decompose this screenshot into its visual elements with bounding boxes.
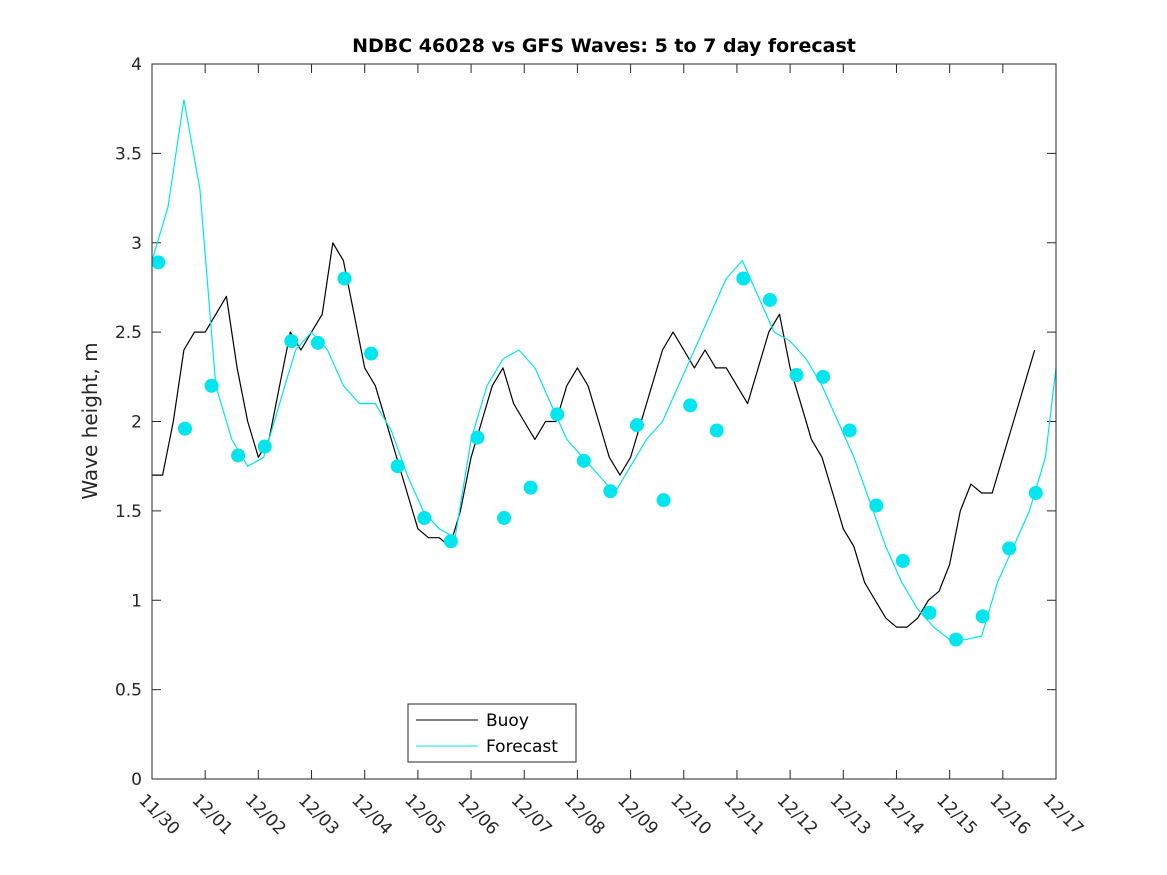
y-tick-label: 4: [131, 55, 142, 75]
chart-title: NDBC 46028 vs GFS Waves: 5 to 7 day fore…: [352, 35, 856, 57]
y-axis-label: Wave height, m: [78, 342, 102, 499]
forecast-marker: [975, 609, 990, 624]
forecast-marker: [443, 534, 458, 549]
legend-label-forecast: Forecast: [486, 737, 558, 757]
forecast-marker: [922, 605, 937, 620]
forecast-marker: [949, 632, 964, 647]
legend-label-buoy: Buoy: [486, 711, 529, 731]
y-tick-label: 2: [131, 413, 142, 433]
y-tick-label: 0.5: [115, 681, 142, 701]
y-tick-labels: 0 0.5 1 1.5 2 2.5 3 3.5 4: [115, 55, 142, 790]
y-tick-label: 3: [131, 234, 142, 254]
forecast-marker: [337, 271, 352, 286]
forecast-marker: [284, 334, 299, 349]
forecast-marker: [736, 271, 751, 286]
forecast-marker: [470, 430, 485, 445]
forecast-marker: [1028, 486, 1043, 500]
forecast-marker: [683, 398, 698, 413]
series-layer: [151, 99, 1057, 641]
forecast-marker: [656, 493, 671, 508]
forecast-marker: [550, 407, 565, 422]
forecast-marker: [762, 292, 777, 307]
forecast-marker: [231, 448, 246, 463]
plot-area: [152, 64, 1056, 779]
forecast-marker: [709, 423, 724, 438]
y-tick-label: 1: [131, 591, 142, 611]
forecast-marker: [603, 484, 618, 499]
y-tick-label: 0: [131, 770, 142, 790]
forecast-marker: [257, 439, 272, 454]
y-tick-label: 3.5: [115, 144, 142, 164]
forecast-marker: [816, 369, 831, 384]
forecast-marker: [310, 335, 325, 350]
forecast-marker: [364, 346, 379, 361]
legend: Buoy Forecast: [407, 703, 577, 763]
marker-layer: [151, 255, 1043, 647]
y-tick-label: 1.5: [115, 502, 142, 522]
forecast-marker: [151, 255, 166, 270]
forecast-marker: [629, 418, 644, 433]
forecast-marker: [390, 459, 405, 474]
axes-box: [151, 63, 1057, 780]
forecast-marker: [789, 368, 804, 383]
forecast-marker: [417, 511, 432, 526]
forecast-marker: [895, 553, 910, 568]
legend-box: [407, 703, 577, 763]
forecast-marker: [177, 421, 192, 436]
forecast-marker: [497, 511, 512, 526]
forecast-marker: [523, 480, 538, 495]
forecast-marker: [1002, 541, 1017, 556]
forecast-marker: [576, 453, 591, 468]
series-line-forecast: [151, 99, 1057, 641]
forecast-marker: [204, 378, 219, 393]
forecast-marker: [842, 423, 857, 438]
forecast-marker: [869, 498, 884, 513]
y-tick-label: 2.5: [115, 323, 142, 343]
series-line-buoy: [152, 242, 1036, 628]
